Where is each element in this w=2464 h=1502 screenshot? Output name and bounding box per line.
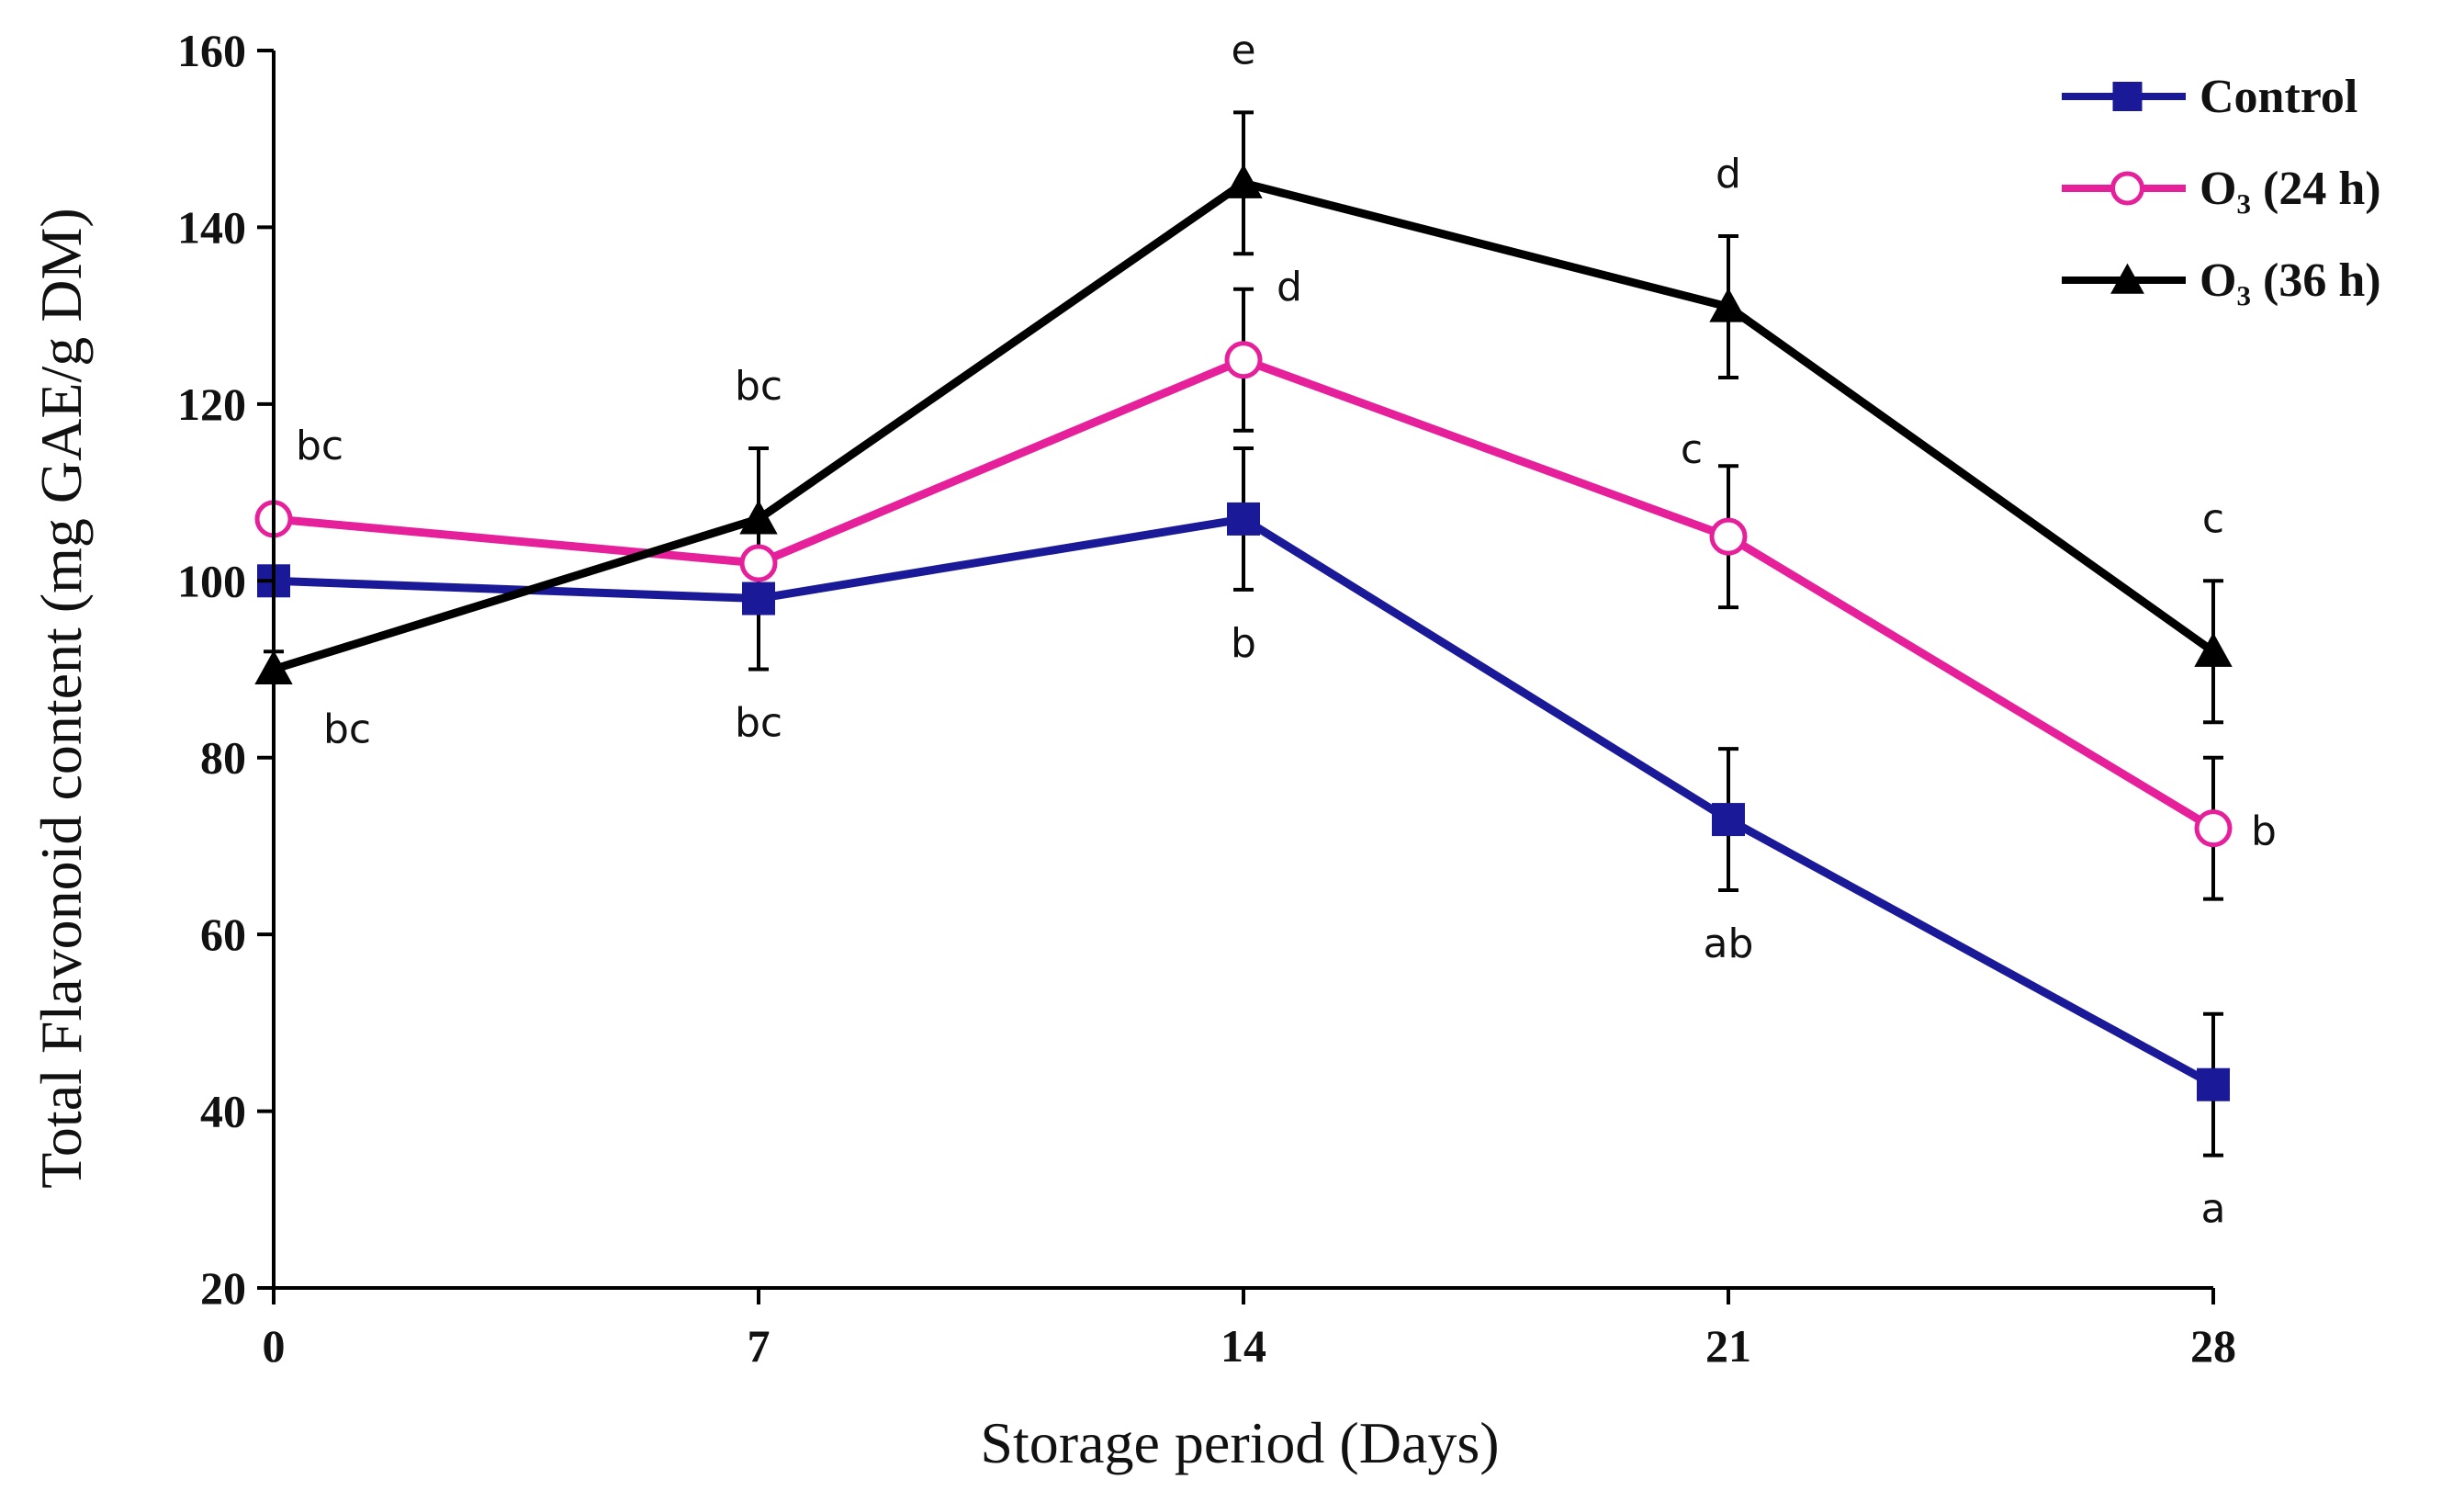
x-tick-label-21: 21	[1705, 1320, 1751, 1372]
sig-letter-1-0: bc	[296, 423, 343, 469]
sig-letter-2-4: c	[2202, 495, 2224, 542]
sig-letter-1-3: c	[1681, 426, 1703, 473]
x-axis-title: Storage period (Days)	[980, 1410, 1499, 1475]
legend: Control O₃ (24 h) O₃ (36 h)	[2062, 71, 2381, 307]
sig-letter-2-3: d	[1716, 151, 1741, 198]
y-tick-label-60: 60	[200, 909, 246, 960]
point-1-2	[1224, 341, 1263, 379]
y-tick-label-120: 120	[177, 378, 246, 430]
sig-letter-2-0: bc	[323, 706, 371, 753]
point-2-2	[1224, 164, 1263, 198]
sig-letter-0-1: bc	[735, 700, 782, 747]
point-2-1	[739, 500, 778, 535]
point-0-1	[742, 582, 775, 615]
y-tick-label-40: 40	[200, 1086, 246, 1137]
y-tick-label-20: 20	[200, 1262, 246, 1314]
sig-letter-0-4: a	[2201, 1186, 2226, 1233]
legend-marker-2	[2110, 263, 2144, 294]
point-0-3	[1712, 803, 1745, 837]
legend-label-1: O₃ (24 h)	[2200, 163, 2381, 215]
x-tick-label-7: 7	[748, 1320, 771, 1372]
point-1-4	[2194, 809, 2233, 848]
legend-marker-0	[2112, 82, 2143, 111]
series-group	[254, 110, 2233, 1158]
sig-letter-1-2: d	[1277, 264, 1302, 311]
sig-letter-2-1: bc	[735, 363, 782, 410]
point-1-1	[739, 544, 778, 582]
y-tick-label-160: 160	[177, 25, 246, 76]
sig-letter-0-2: b	[1231, 620, 1256, 667]
point-2-4	[2194, 632, 2233, 667]
point-2-3	[1709, 288, 1748, 322]
x-tick-label-14: 14	[1221, 1320, 1266, 1372]
sig-letter-0-3: ab	[1704, 920, 1754, 967]
x-tick-label-0: 0	[263, 1320, 286, 1372]
sig-letter-1-4: b	[2251, 808, 2277, 855]
y-tick-label-100: 100	[177, 555, 246, 606]
point-1-3	[1709, 517, 1748, 556]
significance-letters-group: bc b ab a bc d c b bc bc e d c	[296, 27, 2277, 1232]
y-axis-title: Total Flavonoid content (mg GAE/g DM)	[28, 208, 94, 1188]
sig-letter-2-2: e	[1231, 27, 1255, 73]
y-tick-label-140: 140	[177, 201, 246, 253]
point-0-4	[2197, 1067, 2230, 1101]
y-tick-label-80: 80	[200, 732, 246, 784]
legend-label-0: Control	[2200, 71, 2357, 123]
legend-marker-1	[2110, 171, 2144, 206]
point-0-2	[1227, 502, 1260, 536]
series-line-0	[273, 514, 2216, 1089]
axes-group: 20 40 60 80 100 120 140 160 0 7 14 21 28	[177, 25, 2236, 1372]
x-tick-label-28: 28	[2190, 1320, 2236, 1372]
legend-label-2: O₃ (36 h)	[2200, 254, 2381, 307]
